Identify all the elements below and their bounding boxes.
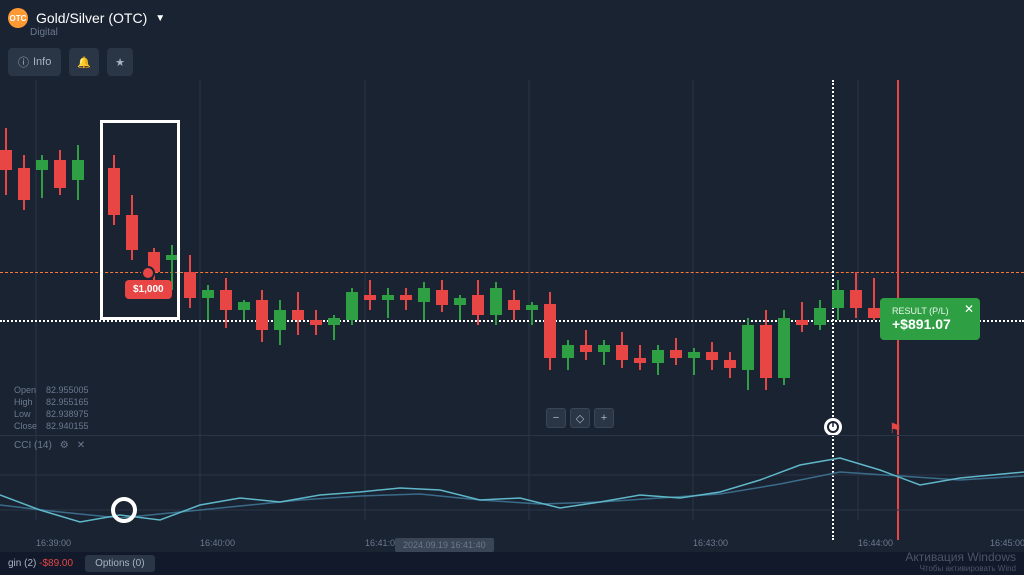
pair-subtext: Digital (30, 27, 58, 38)
cci-indicator-chart[interactable] (0, 450, 1024, 535)
result-value: +$891.07 (892, 316, 968, 332)
info-icon: ⓘ (18, 54, 29, 70)
ohlc-panel: Open82.955005 High82.955165 Low82.938975… (14, 384, 89, 432)
pair-icon: OTC (8, 8, 28, 28)
info-label: Info (33, 56, 51, 68)
star-icon: ★ (115, 56, 125, 69)
bell-button[interactable]: 🔔 (69, 48, 99, 76)
info-button[interactable]: ⓘ Info (8, 48, 61, 76)
finish-flag-icon: ⚑ (889, 420, 907, 436)
entry-amount-badge: $1,000 (125, 280, 172, 299)
tab-margin[interactable]: gin (2) -$89.00 (8, 558, 73, 569)
windows-watermark: Активация Windows Чтобы активировать Win… (905, 550, 1016, 573)
star-button[interactable]: ★ (107, 48, 133, 76)
bell-icon: 🔔 (77, 56, 91, 69)
zoom-out-button[interactable]: − (546, 408, 566, 428)
zoom-in-button[interactable]: + (594, 408, 614, 428)
chart-header: OTC Gold/Silver (OTC) ▼ (8, 8, 165, 28)
zoom-fit-button[interactable]: ◇ (570, 408, 590, 428)
timer-marker-icon (824, 418, 842, 436)
chevron-down-icon[interactable]: ▼ (155, 13, 165, 24)
tab-options[interactable]: Options (0) (85, 555, 154, 572)
cci-highlight-circle (111, 497, 137, 523)
pair-name[interactable]: Gold/Silver (OTC) (36, 10, 147, 26)
chart-zoom-controls: − ◇ + (546, 408, 614, 428)
bottom-bar: gin (2) -$89.00 Options (0) (0, 552, 1024, 575)
chart-toolbar: ⓘ Info 🔔 ★ (8, 48, 133, 76)
result-pl-box: ✕ RESULT (P/L) +$891.07 (880, 298, 980, 340)
result-label: RESULT (P/L) (892, 306, 968, 316)
indicator-separator (0, 435, 1024, 436)
